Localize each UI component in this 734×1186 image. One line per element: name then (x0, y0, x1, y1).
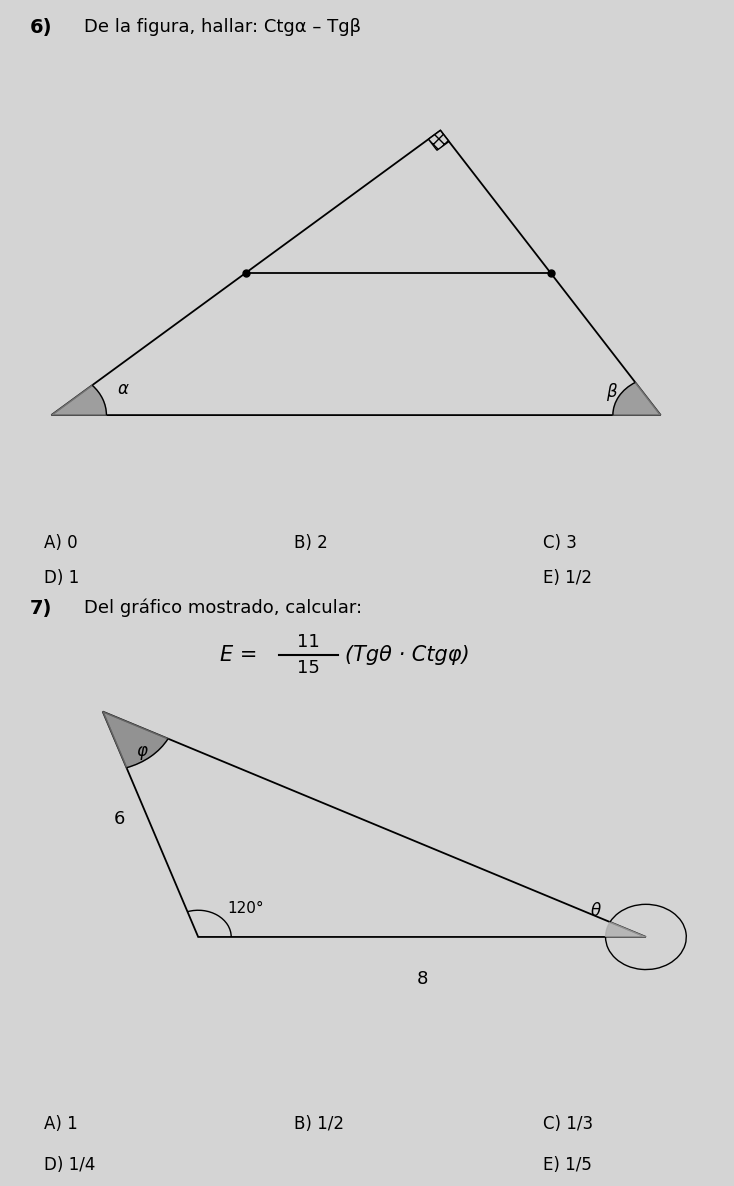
Text: 15: 15 (297, 659, 320, 677)
Polygon shape (606, 922, 646, 937)
Text: 8: 8 (416, 970, 428, 988)
Text: 6: 6 (114, 810, 125, 828)
Polygon shape (613, 382, 661, 415)
Text: D) 1/4: D) 1/4 (44, 1156, 95, 1174)
Text: B) 2: B) 2 (294, 534, 327, 551)
Text: A) 1: A) 1 (44, 1115, 78, 1133)
Text: C) 3: C) 3 (543, 534, 577, 551)
Text: β: β (606, 383, 616, 401)
Polygon shape (51, 385, 106, 415)
Text: (Tgθ · Ctgφ): (Tgθ · Ctgφ) (345, 645, 470, 665)
Text: E) 1/5: E) 1/5 (543, 1156, 592, 1174)
Text: φ: φ (136, 742, 147, 760)
Text: De la figura, hallar: Ctgα – Tgβ: De la figura, hallar: Ctgα – Tgβ (84, 18, 361, 36)
Text: θ: θ (591, 903, 601, 920)
Text: 11: 11 (297, 633, 319, 651)
Text: E) 1/2: E) 1/2 (543, 569, 592, 587)
Text: α: α (117, 381, 128, 398)
Text: C) 1/3: C) 1/3 (543, 1115, 593, 1133)
Polygon shape (429, 130, 449, 151)
Text: D) 1: D) 1 (44, 569, 79, 587)
Text: A) 0: A) 0 (44, 534, 78, 551)
Text: 6): 6) (29, 18, 52, 37)
Text: 120°: 120° (228, 901, 264, 917)
Polygon shape (103, 712, 168, 767)
Text: 7): 7) (29, 599, 51, 618)
Text: E =: E = (220, 645, 258, 665)
Text: B) 1/2: B) 1/2 (294, 1115, 344, 1133)
Text: Del gráfico mostrado, calcular:: Del gráfico mostrado, calcular: (84, 599, 363, 618)
